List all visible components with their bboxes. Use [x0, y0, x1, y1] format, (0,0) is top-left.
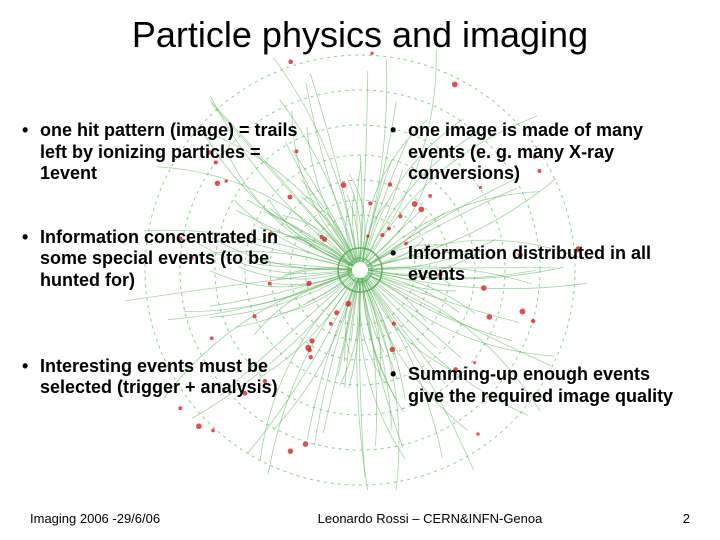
bullet-text: one image is made of many events (e. g. …: [408, 120, 688, 185]
bullet-left-2: • Information concentrated in some speci…: [22, 227, 304, 292]
bullet-text: Information concentrated in some special…: [40, 227, 304, 292]
bullet-right-2: • Information distributed in all events: [390, 243, 688, 286]
footer-page-number: 2: [630, 511, 690, 526]
right-column: • one image is made of many events (e. g…: [360, 120, 698, 407]
bullet-marker: •: [390, 243, 408, 286]
bullet-left-3: • Interesting events must be selected (t…: [22, 356, 304, 399]
bullet-text: Information distributed in all events: [408, 243, 688, 286]
bullet-text: Summing-up enough events give the requir…: [408, 364, 688, 407]
bullet-marker: •: [22, 227, 40, 292]
slide-title: Particle physics and imaging: [0, 14, 720, 56]
bullet-marker: •: [390, 364, 408, 407]
slide-body: • one hit pattern (image) = trails left …: [0, 120, 720, 407]
bullet-right-3: • Summing-up enough events give the requ…: [390, 364, 688, 407]
footer-left: Imaging 2006 -29/6/06: [30, 511, 230, 526]
bullet-marker: •: [22, 356, 40, 399]
bullet-marker: •: [390, 120, 408, 185]
bullet-text: one hit pattern (image) = trails left by…: [40, 120, 304, 185]
bullet-text: Interesting events must be selected (tri…: [40, 356, 304, 399]
bullet-left-1: • one hit pattern (image) = trails left …: [22, 120, 304, 185]
footer-center: Leonardo Rossi – CERN&INFN-Genoa: [230, 511, 630, 526]
bullet-marker: •: [22, 120, 40, 185]
left-column: • one hit pattern (image) = trails left …: [22, 120, 360, 407]
bullet-right-1: • one image is made of many events (e. g…: [390, 120, 688, 185]
slide-footer: Imaging 2006 -29/6/06 Leonardo Rossi – C…: [0, 511, 720, 526]
